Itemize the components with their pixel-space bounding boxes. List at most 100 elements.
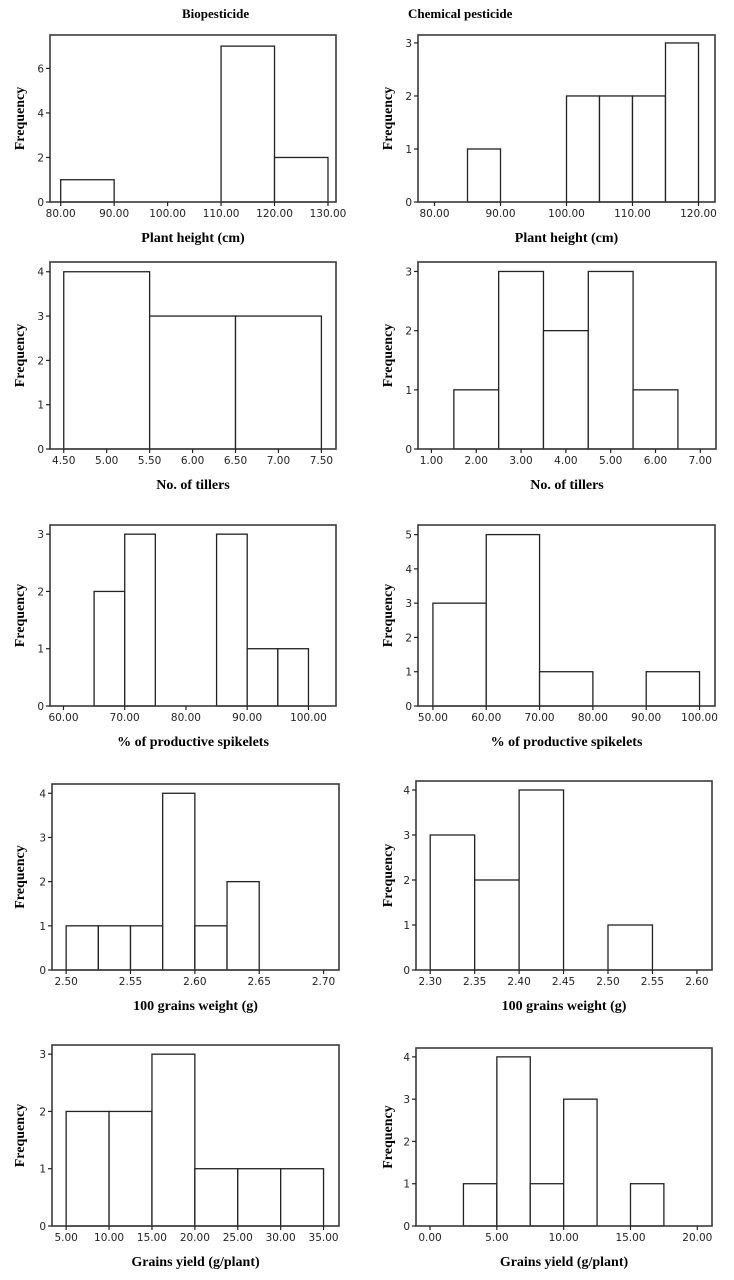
histogram-bar: [664, 42, 700, 203]
x-tick-label: 80.00: [578, 712, 608, 724]
y-axis-label: Frequency: [381, 844, 396, 908]
y-tick-label: 0: [39, 1221, 46, 1233]
x-tick-label: 100.00: [548, 208, 585, 220]
x-tick-label: 120.00: [680, 208, 717, 220]
histogram-bar: [151, 1053, 196, 1227]
y-tick-label: 1: [405, 385, 412, 397]
y-tick-label: 0: [405, 701, 412, 713]
x-tick-label: 50.00: [418, 712, 448, 724]
histogram-panel-2: 0 1 2 3 80.00 90.00 100.00 110.00 120.00 Plant he…: [381, 34, 717, 246]
y-tick-label: 3: [405, 266, 412, 278]
x-tick-label: 5.50: [138, 455, 161, 467]
y-tick-label: 2: [405, 326, 412, 338]
x-tick-label: 2.55: [641, 976, 664, 988]
y-tick-label: 3: [37, 311, 44, 323]
y-tick-label: 6: [37, 63, 44, 75]
y-tick-label: 3: [403, 1094, 410, 1106]
plot-frame: [49, 34, 337, 203]
y-axis-label: Frequency: [13, 324, 28, 388]
histogram-bar: [246, 648, 279, 707]
y-axis-label: Frequency: [381, 584, 396, 648]
x-tick-label: 15.00: [137, 1232, 167, 1244]
x-tick-label: 5.00: [54, 1232, 77, 1244]
x-tick-label: 2.60: [183, 976, 206, 988]
y-tick-label: 4: [37, 267, 44, 279]
y-tick-label: 3: [405, 38, 412, 50]
y-axis-label: Frequency: [13, 87, 28, 151]
x-axis-label: No. of tillers: [156, 478, 230, 493]
x-tick-label: 90.00: [99, 208, 129, 220]
histogram-bar: [226, 880, 260, 971]
x-tick-label: 5.00: [485, 1232, 508, 1244]
x-tick-label: 110.00: [203, 208, 240, 220]
histogram-bar: [563, 1098, 598, 1227]
histogram-bar: [65, 925, 99, 971]
histogram-bar: [518, 789, 565, 971]
x-tick-label: 2.55: [119, 976, 142, 988]
y-tick-label: 0: [37, 444, 44, 456]
histogram-bar: [124, 533, 156, 707]
x-tick-label: 100.00: [149, 208, 186, 220]
y-tick-label: 2: [405, 632, 412, 644]
histogram-bar: [234, 315, 323, 450]
y-tick-label: 0: [403, 965, 410, 977]
x-axis-label: Plant height (cm): [141, 231, 245, 246]
histogram-bar: [108, 1110, 153, 1227]
y-axis-label: Frequency: [13, 1104, 28, 1168]
histogram-bar: [280, 1168, 325, 1227]
x-tick-label: 60.00: [48, 712, 78, 724]
plot-frame: [417, 524, 716, 707]
x-tick-label: 6.50: [224, 455, 247, 467]
y-tick-label: 0: [405, 444, 412, 456]
histogram-bar: [485, 533, 541, 707]
plot-frame: [51, 1044, 340, 1227]
x-tick-label: 70.00: [110, 712, 140, 724]
histogram-bar: [97, 925, 132, 971]
x-tick-label: 2.30: [419, 976, 442, 988]
x-tick-label: 35.00: [309, 1232, 339, 1244]
plot-frame: [51, 783, 340, 971]
histogram-bar: [629, 1183, 665, 1227]
y-tick-label: 2: [37, 152, 44, 164]
y-tick-label: 1: [39, 1164, 46, 1176]
y-tick-label: 1: [405, 144, 412, 156]
x-tick-label: 0.00: [418, 1232, 441, 1244]
x-axis-label: No. of tillers: [530, 478, 604, 493]
x-tick-label: 100.00: [681, 712, 718, 724]
y-tick-label: 4: [37, 108, 44, 120]
histogram-bar: [496, 1056, 531, 1227]
histogram-bar: [215, 533, 248, 707]
histogram-bar: [645, 671, 701, 707]
histogram-bar: [60, 179, 115, 203]
y-tick-label: 0: [39, 965, 46, 977]
y-tick-label: 0: [405, 197, 412, 209]
x-tick-label: 5.00: [95, 455, 118, 467]
x-axis-label: 100 grains weight (g): [502, 999, 627, 1014]
x-tick-label: 10.00: [549, 1232, 579, 1244]
x-tick-label: 7.00: [689, 455, 712, 467]
x-tick-label: 4.00: [554, 455, 577, 467]
y-tick-label: 3: [39, 1049, 46, 1061]
x-tick-label: 5.00: [599, 455, 622, 467]
histogram-bar: [432, 602, 487, 707]
x-axis-label: Grains yield (g/plant): [131, 1255, 260, 1270]
x-axis-label: Plant height (cm): [515, 231, 619, 246]
column-title-biopesticide: Biopesticide: [182, 6, 250, 21]
histogram-bar: [162, 792, 196, 971]
histogram-bar: [462, 1183, 498, 1227]
y-tick-label: 2: [403, 1136, 410, 1148]
histogram-bar: [542, 329, 589, 450]
y-tick-label: 0: [37, 197, 44, 209]
histogram-bar: [598, 95, 634, 203]
histogram-panel-4: 0 1 2 3 1.00 2.00 3.00 4.00 5.00 6.00 7.00 No. of t…: [381, 261, 717, 493]
histogram-bar: [220, 45, 276, 203]
y-tick-label: 5: [405, 530, 412, 542]
histogram-panel-3: 0 1 2 3 4 4.50 5.00 5.50 6.00 6.50 7.00 7.50 No. of …: [13, 261, 337, 493]
x-axis-label: Grains yield (g/plant): [500, 1255, 629, 1270]
x-tick-label: 80.00: [419, 208, 449, 220]
y-tick-label: 4: [403, 1052, 410, 1064]
histogram-bar: [498, 270, 545, 450]
x-tick-label: 90.00: [232, 712, 262, 724]
histogram-bar: [607, 924, 654, 971]
